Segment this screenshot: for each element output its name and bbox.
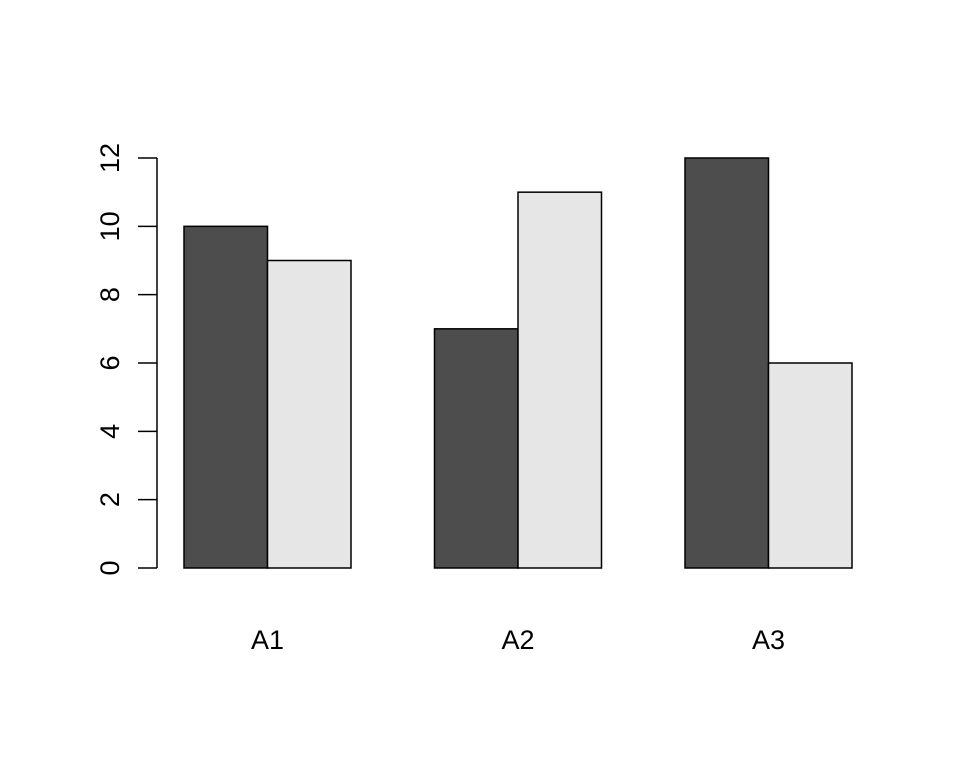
y-tick-label: 2	[95, 492, 125, 507]
y-tick-label: 4	[95, 424, 125, 439]
category-labels: A1 A2 A3	[251, 625, 785, 655]
bars	[183, 157, 853, 569]
bar-a3-series-2	[767, 362, 853, 569]
bar-a3-series-1	[684, 157, 770, 569]
y-tick-label: 0	[95, 560, 125, 575]
y-tick-label: 10	[95, 211, 125, 241]
y-axis: 0 2 4 6 8 10 12	[95, 143, 158, 576]
y-tick-label: 6	[95, 355, 125, 370]
x-category-label: A1	[251, 625, 284, 655]
bar-a2-series-2	[517, 191, 603, 569]
bar-a1-series-2	[266, 259, 352, 569]
x-category-label: A2	[501, 625, 534, 655]
bar-a1-series-1	[183, 225, 269, 569]
bar-a2-series-1	[433, 328, 519, 569]
x-category-label: A3	[752, 625, 785, 655]
y-tick-label: 8	[95, 287, 125, 302]
y-tick-label: 12	[95, 143, 125, 173]
